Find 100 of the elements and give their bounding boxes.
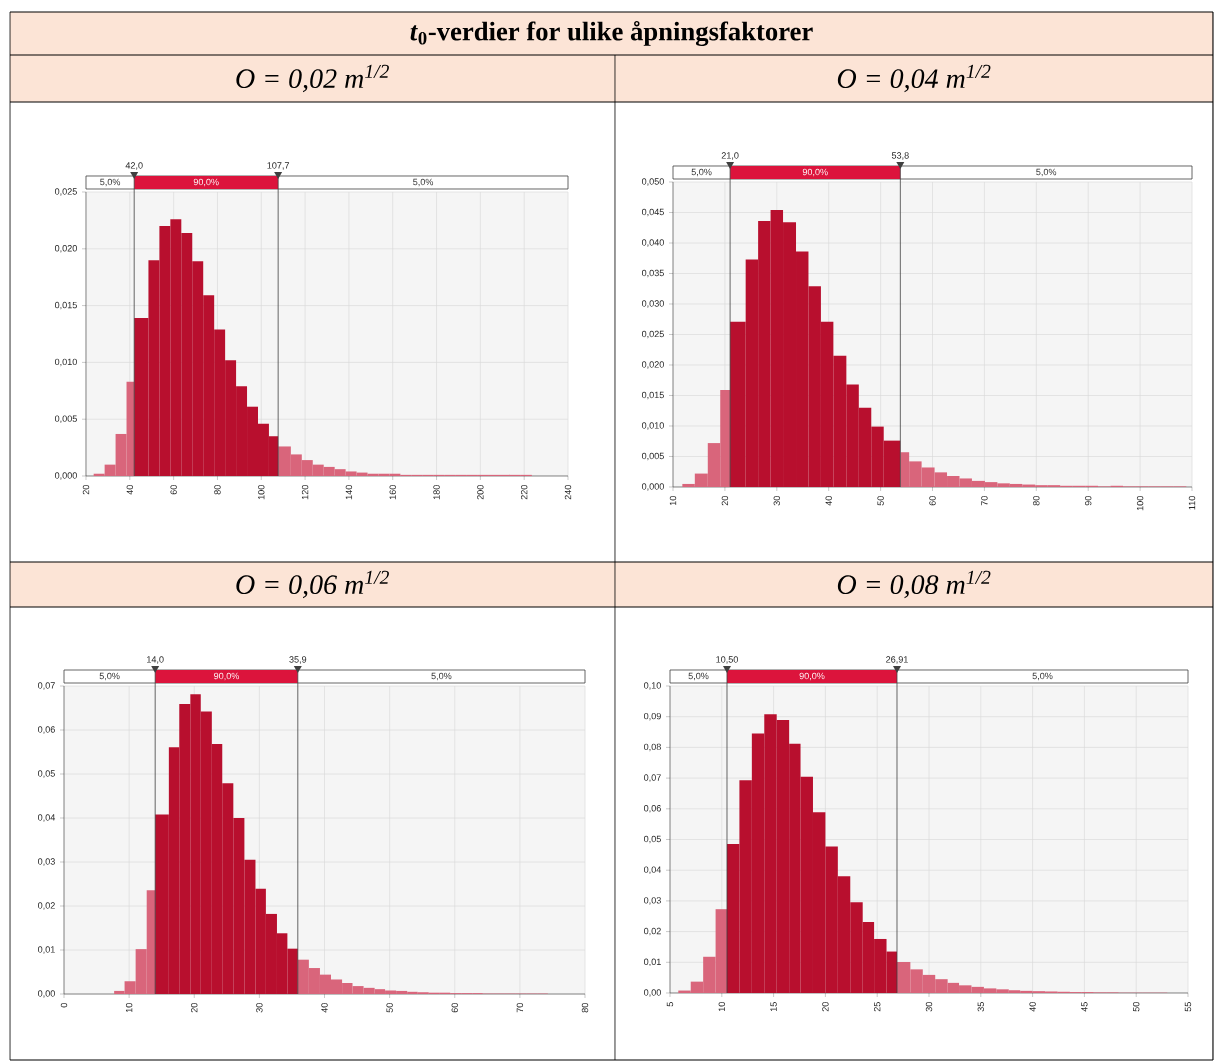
y-tick-label: 0,08 bbox=[644, 743, 661, 752]
x-tick-label: 30 bbox=[925, 1002, 933, 1012]
y-tick-label: 0,01 bbox=[38, 946, 55, 954]
x-tick-label: 90 bbox=[1085, 496, 1092, 506]
y-tick-label: 0,010 bbox=[641, 422, 664, 430]
y-tick-label: 0,06 bbox=[38, 726, 55, 734]
y-tick-label: 0,025 bbox=[54, 188, 77, 196]
x-tick-label: 120 bbox=[301, 485, 309, 500]
text: 5,0% bbox=[691, 168, 712, 177]
y-tick-label: 0,03 bbox=[38, 858, 55, 866]
ref-line-label: 42,0 bbox=[125, 162, 143, 170]
x-tick-label: 160 bbox=[389, 485, 396, 500]
x-tick-label: 80 bbox=[1033, 496, 1040, 506]
x-tick-label: 10 bbox=[125, 1003, 133, 1013]
chart-title: O = 0,06 m$^{1/2}$ bbox=[236, 570, 389, 599]
x-tick-label: 30 bbox=[256, 1003, 263, 1013]
ref-line-label: 10,50 bbox=[716, 656, 738, 664]
x-tick-label: 200 bbox=[477, 485, 484, 500]
text: 5,0% bbox=[99, 672, 120, 681]
y-tick-label: 0,050 bbox=[641, 178, 664, 186]
y-tick-label: 0,040 bbox=[641, 239, 664, 247]
ref-line-label: 53,8 bbox=[891, 152, 909, 160]
y-tick-label: 0,03 bbox=[644, 897, 661, 905]
x-tick-label: 45 bbox=[1081, 1002, 1088, 1012]
text: 5,0% bbox=[100, 178, 121, 187]
x-tick-label: 50 bbox=[386, 1003, 393, 1013]
x-tick-label: 0 bbox=[60, 1003, 68, 1008]
y-tick-label: 0,04 bbox=[38, 814, 56, 822]
y-tick-label: 0,015 bbox=[641, 391, 664, 400]
y-tick-label: 0,000 bbox=[641, 483, 664, 491]
text: 90,0% bbox=[214, 672, 240, 681]
text: 5,0% bbox=[1032, 672, 1053, 681]
x-tick-label: 25 bbox=[873, 1002, 881, 1012]
y-tick-label: 0,01 bbox=[644, 958, 661, 967]
x-tick-label: 60 bbox=[170, 485, 177, 495]
y-tick-label: 0,005 bbox=[54, 415, 77, 423]
x-tick-label: 40 bbox=[1029, 1002, 1036, 1012]
ref-line-label: 14,0 bbox=[147, 656, 164, 664]
x-tick-label: 20 bbox=[82, 485, 90, 495]
x-tick-label: 80 bbox=[581, 1003, 589, 1013]
x-tick-label: 80 bbox=[214, 485, 221, 495]
y-tick-label: 0,020 bbox=[641, 361, 664, 369]
x-tick-label: 40 bbox=[126, 485, 134, 495]
x-tick-label: 220 bbox=[520, 485, 528, 500]
y-tick-label: 0,00 bbox=[38, 990, 55, 998]
y-tick-label: 0,015 bbox=[54, 301, 77, 310]
y-tick-label: 0,02 bbox=[644, 927, 661, 936]
x-tick-label: 60 bbox=[929, 496, 936, 506]
y-tick-label: 0,045 bbox=[641, 208, 664, 217]
x-tick-label: 35 bbox=[977, 1002, 985, 1012]
text: t$_{0}$-verdier for ulike åpningsfaktorer bbox=[410, 20, 813, 47]
y-tick-label: 0,00 bbox=[644, 989, 661, 997]
y-tick-label: 0,010 bbox=[54, 358, 77, 367]
text: 5,0% bbox=[431, 672, 452, 681]
x-tick-label: 20 bbox=[721, 496, 729, 506]
x-tick-label: 240 bbox=[564, 485, 572, 500]
y-tick-label: 0,07 bbox=[38, 682, 55, 690]
x-tick-label: 110 bbox=[1188, 496, 1196, 510]
y-tick-label: 0,030 bbox=[641, 300, 664, 308]
y-tick-label: 0,04 bbox=[644, 866, 662, 874]
ref-line-label: 107,7 bbox=[267, 162, 290, 170]
x-tick-label: 10 bbox=[669, 496, 677, 506]
y-tick-label: 0,005 bbox=[641, 452, 664, 461]
y-tick-label: 0,020 bbox=[54, 245, 77, 253]
text: 5,0% bbox=[688, 672, 709, 681]
x-tick-label: 50 bbox=[1132, 1002, 1140, 1012]
y-tick-label: 0,10 bbox=[644, 682, 661, 690]
ref-line-label: 35,9 bbox=[289, 656, 307, 664]
x-tick-label: 70 bbox=[981, 496, 988, 506]
text: 90,0% bbox=[802, 168, 828, 177]
text: 90,0% bbox=[193, 178, 219, 187]
y-tick-label: 0,07 bbox=[644, 774, 661, 782]
y-tick-label: 0,000 bbox=[54, 472, 77, 480]
text: 5,0% bbox=[413, 178, 434, 187]
y-tick-label: 0,05 bbox=[38, 770, 55, 778]
chart-title: O = 0,04 m$^{1/2}$ bbox=[837, 64, 991, 93]
y-tick-label: 0,035 bbox=[641, 269, 664, 278]
y-tick-label: 0,05 bbox=[644, 835, 661, 844]
x-tick-label: 40 bbox=[321, 1003, 328, 1013]
x-tick-label: 5 bbox=[666, 1002, 674, 1007]
text: 90,0% bbox=[799, 672, 825, 681]
chart-title: O = 0,08 m$^{1/2}$ bbox=[837, 570, 991, 599]
ref-line-label: 21,0 bbox=[721, 152, 739, 160]
x-tick-label: 100 bbox=[258, 485, 265, 500]
x-tick-label: 40 bbox=[825, 496, 832, 506]
text: 5,0% bbox=[1036, 168, 1057, 177]
ref-line-label: 26,91 bbox=[886, 656, 908, 664]
y-tick-label: 0,025 bbox=[641, 330, 664, 339]
x-tick-label: 180 bbox=[433, 485, 440, 500]
x-tick-label: 60 bbox=[451, 1003, 458, 1013]
x-tick-label: 100 bbox=[1136, 496, 1144, 511]
y-tick-label: 0,02 bbox=[38, 902, 55, 910]
y-tick-label: 0,06 bbox=[644, 805, 661, 813]
x-tick-label: 20 bbox=[191, 1003, 198, 1013]
x-tick-label: 30 bbox=[773, 496, 781, 506]
y-tick-label: 0,09 bbox=[644, 712, 661, 721]
x-tick-label: 20 bbox=[822, 1002, 829, 1012]
x-tick-label: 55 bbox=[1184, 1002, 1192, 1012]
x-tick-label: 140 bbox=[345, 485, 353, 500]
x-tick-label: 15 bbox=[770, 1002, 777, 1012]
